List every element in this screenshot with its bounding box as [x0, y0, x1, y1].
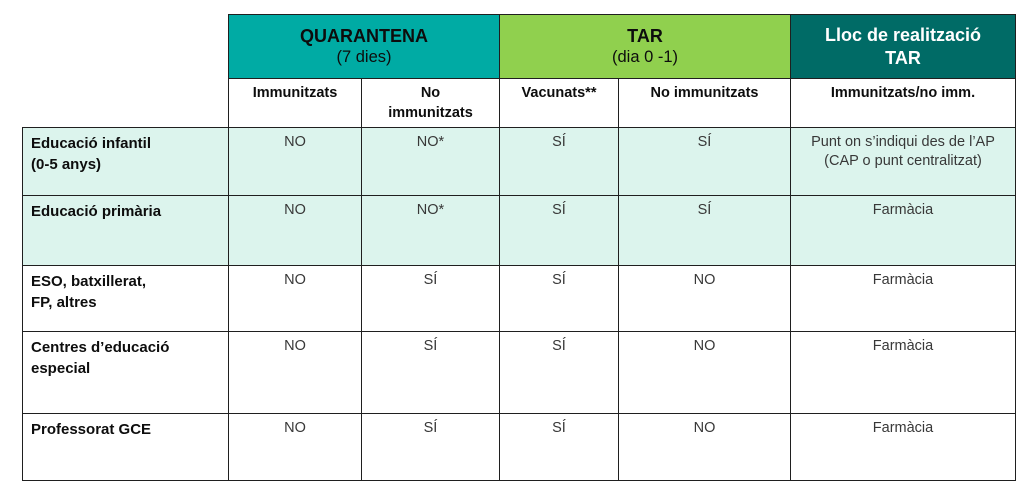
cell-value: Farmàcia	[790, 413, 1016, 481]
cell-value: Farmàcia	[790, 265, 1016, 332]
table-row-centres-educacio-especial: Centres d’educació especial NO SÍ SÍ NO …	[22, 331, 1016, 414]
col-header-vacunats: Vacunats**	[499, 78, 619, 128]
cell-value: SÍ	[499, 413, 619, 481]
row-label: Centres d’educació especial	[22, 331, 229, 414]
cell-value: NO	[228, 265, 362, 332]
cell-value: NO	[228, 195, 362, 266]
rules-table: QUARANTENA (7 dies) TAR (dia 0 -1) Lloc …	[22, 14, 1016, 481]
cell-value: Punt on s’indiqui des de l’AP (CAP o pun…	[790, 127, 1016, 196]
col-header-immunitzats-no-imm: Immunitzats/no imm.	[790, 78, 1016, 128]
cell-value: SÍ	[618, 127, 791, 196]
row-label: ESO, batxillerat, FP, altres	[22, 265, 229, 332]
row-label: Professorat GCE	[22, 413, 229, 481]
row-label: Educació primària	[22, 195, 229, 266]
table-row-educacio-primaria: Educació primària NO NO* SÍ SÍ Farmàcia	[22, 195, 1016, 266]
cell-value: SÍ	[361, 413, 500, 481]
school-covid-rules-table: QUARANTENA (7 dies) TAR (dia 0 -1) Lloc …	[22, 14, 1016, 481]
col-header-no-immunitzats: No immunitzats	[361, 78, 500, 128]
tar-title: TAR	[627, 25, 663, 46]
sub-header-blank-cell	[22, 78, 229, 128]
header-band-row: QUARANTENA (7 dies) TAR (dia 0 -1) Lloc …	[22, 14, 1016, 79]
table-row-professorat-gce: Professorat GCE NO SÍ SÍ NO Farmàcia	[22, 413, 1016, 481]
col-header-immunitzats: Immunitzats	[228, 78, 362, 128]
cell-value: NO	[618, 331, 791, 414]
row-label: Educació infantil (0-5 anys)	[22, 127, 229, 196]
header-quarantena: QUARANTENA (7 dies)	[228, 14, 500, 79]
cell-value: NO*	[361, 127, 500, 196]
cell-value: NO	[228, 127, 362, 196]
sub-header-row: Immunitzats No immunitzats Vacunats** No…	[22, 78, 1016, 128]
header-blank-cell	[22, 14, 229, 79]
cell-value: SÍ	[361, 265, 500, 332]
cell-value: SÍ	[361, 331, 500, 414]
cell-value: SÍ	[618, 195, 791, 266]
header-lloc-realitzacio-tar: Lloc de realització TAR	[790, 14, 1016, 79]
cell-value: SÍ	[499, 265, 619, 332]
quarantena-subtitle: (7 dies)	[336, 48, 392, 67]
header-tar: TAR (dia 0 -1)	[499, 14, 791, 79]
quarantena-title: QUARANTENA	[300, 25, 428, 46]
cell-value: SÍ	[499, 195, 619, 266]
tar-subtitle: (dia 0 -1)	[611, 48, 679, 67]
cell-value: SÍ	[499, 127, 619, 196]
table-row-educacio-infantil: Educació infantil (0-5 anys) NO NO* SÍ S…	[22, 127, 1016, 196]
cell-value: NO	[618, 413, 791, 481]
col-header-no-immunitzats-tar: No immunitzats	[618, 78, 791, 128]
cell-value: SÍ	[499, 331, 619, 414]
cell-value: NO	[228, 331, 362, 414]
cell-value: NO	[618, 265, 791, 332]
cell-value: NO	[228, 413, 362, 481]
cell-value: Farmàcia	[790, 331, 1016, 414]
table-row-eso-batxillerat: ESO, batxillerat, FP, altres NO SÍ SÍ NO…	[22, 265, 1016, 332]
cell-value: NO*	[361, 195, 500, 266]
cell-value: Farmàcia	[790, 195, 1016, 266]
